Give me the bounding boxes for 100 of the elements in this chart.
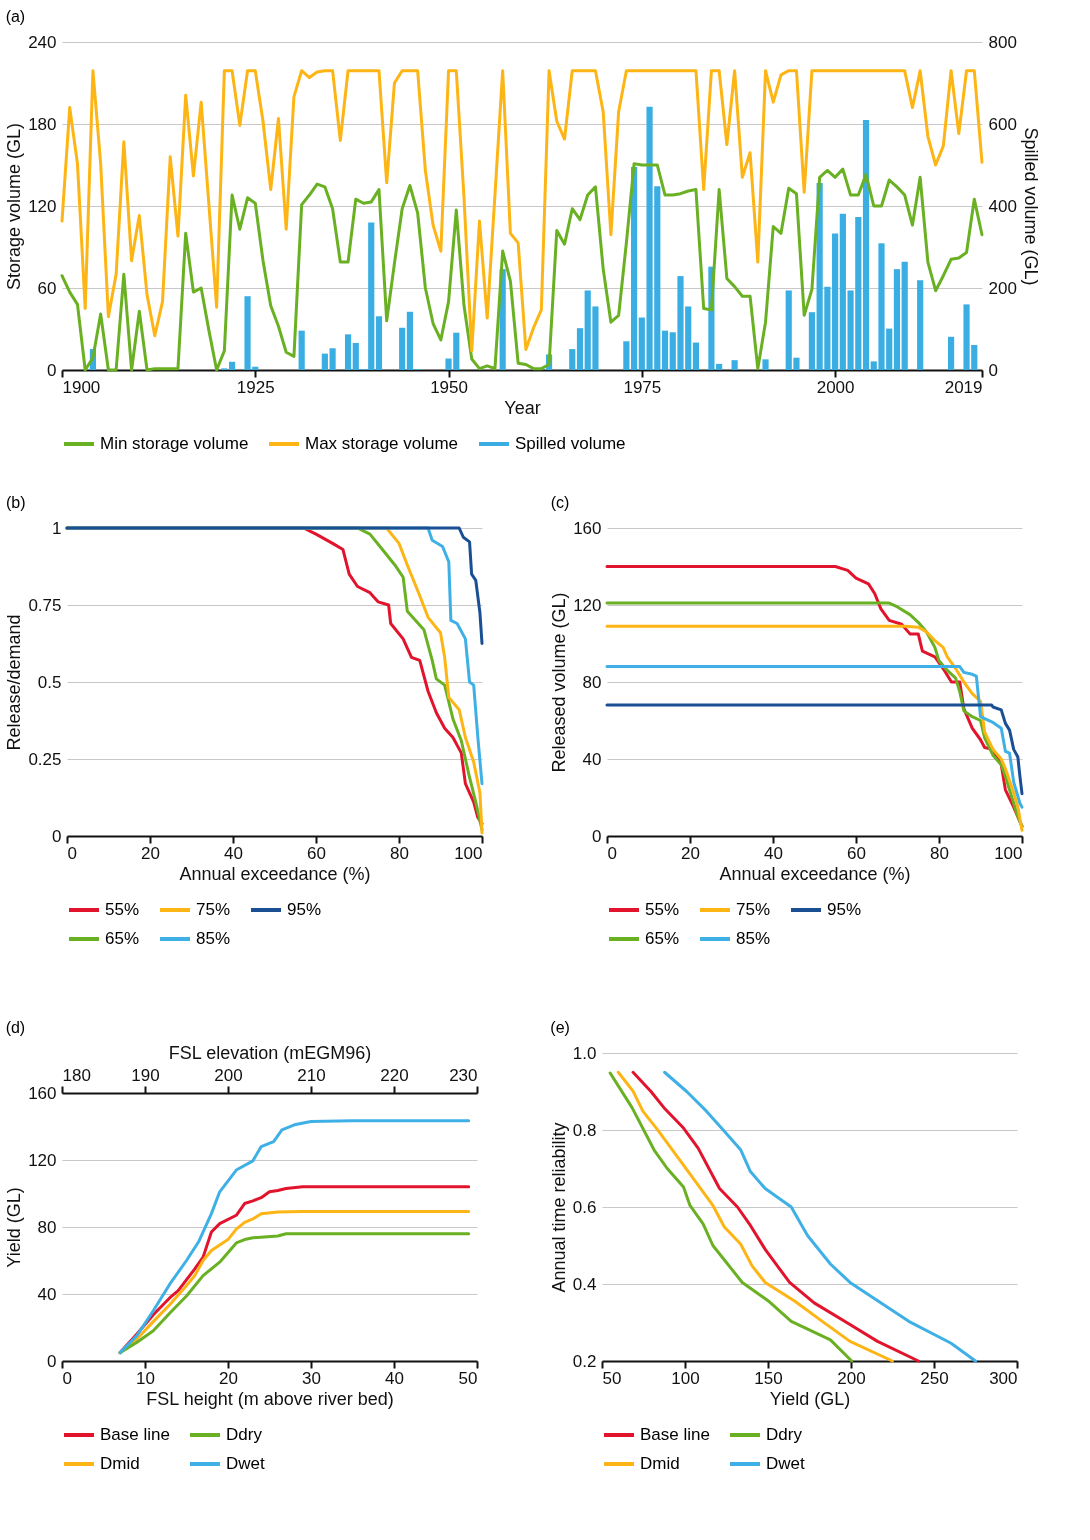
y-tick-label: 0.5 bbox=[37, 672, 62, 692]
legend-label: 75% bbox=[736, 900, 771, 919]
y2-tick-label: 400 bbox=[988, 196, 1017, 216]
y2-tick-label: 0 bbox=[988, 360, 998, 380]
legend-label: Base line bbox=[640, 1425, 710, 1444]
y-tick-label: 80 bbox=[582, 672, 602, 692]
chart-title: (d) bbox=[5, 1019, 26, 1036]
x-tick-label: 40 bbox=[224, 843, 243, 863]
y-tick-label: 40 bbox=[37, 1284, 57, 1304]
y-tick-label: 0.4 bbox=[572, 1274, 597, 1294]
x-tick-label: 20 bbox=[219, 1368, 238, 1388]
x-tick-label: 1900 bbox=[62, 377, 101, 397]
y-tick-label: 160 bbox=[573, 518, 602, 538]
x2-axis-title: FSL elevation (mEGM96) bbox=[168, 1042, 372, 1063]
x-tick-label: 1950 bbox=[430, 377, 468, 397]
x-tick-label: 200 bbox=[837, 1368, 866, 1388]
chart-title: (e) bbox=[550, 1019, 570, 1036]
y-tick-label: 0.6 bbox=[572, 1197, 597, 1217]
y-tick-label: 40 bbox=[582, 749, 602, 769]
x-axis-title: Annual exceedance (%) bbox=[179, 863, 371, 884]
y-tick-label: 120 bbox=[28, 196, 57, 216]
x-axis-title: FSL height (m above river bed) bbox=[146, 1388, 394, 1409]
y-axis-title: Release/demand bbox=[4, 614, 25, 751]
chart-title: (b) bbox=[5, 494, 26, 511]
x-tick-label: 20 bbox=[141, 843, 160, 863]
x-axis-title: Year bbox=[504, 397, 541, 418]
y-axis-title: Annual time reliability bbox=[548, 1122, 569, 1293]
legend-label: Spilled volume bbox=[515, 434, 626, 453]
x-tick-label: 50 bbox=[458, 1368, 478, 1388]
legend-label: 65% bbox=[105, 929, 140, 948]
x-axis-title: Yield (GL) bbox=[769, 1388, 851, 1409]
x2-tick-label: 230 bbox=[449, 1065, 478, 1085]
y-tick-label: 0 bbox=[47, 360, 57, 380]
x-tick-label: 30 bbox=[302, 1368, 321, 1388]
y2-tick-label: 800 bbox=[988, 32, 1017, 52]
x-axis-title: Annual exceedance (%) bbox=[719, 863, 911, 884]
x-tick-label: 0 bbox=[67, 843, 77, 863]
y-tick-label: 240 bbox=[28, 32, 57, 52]
y-tick-label: 0 bbox=[52, 826, 62, 846]
x2-tick-label: 190 bbox=[131, 1065, 160, 1085]
legend-label: Ddry bbox=[766, 1425, 803, 1444]
x2-tick-label: 200 bbox=[214, 1065, 243, 1085]
y-tick-label: 0 bbox=[592, 826, 602, 846]
y-tick-label: 180 bbox=[28, 114, 57, 134]
x-tick-label: 100 bbox=[994, 843, 1023, 863]
x-tick-label: 50 bbox=[602, 1368, 622, 1388]
x-tick-label: 20 bbox=[681, 843, 700, 863]
y2-tick-label: 600 bbox=[988, 114, 1017, 134]
legend-label: Dwet bbox=[766, 1454, 806, 1473]
x-tick-label: 80 bbox=[930, 843, 949, 863]
y-tick-label: 1.0 bbox=[572, 1043, 597, 1063]
legend-label: 85% bbox=[196, 929, 231, 948]
x-tick-label: 1975 bbox=[623, 377, 662, 397]
legend-label: 55% bbox=[645, 900, 680, 919]
chart-title: (a) bbox=[5, 8, 26, 25]
legend-label: 65% bbox=[645, 929, 680, 948]
legend-label: 75% bbox=[196, 900, 231, 919]
x-tick-label: 300 bbox=[989, 1368, 1018, 1388]
x-tick-label: 1925 bbox=[236, 377, 275, 397]
y2-axis-title: Spilled volume (GL) bbox=[1020, 127, 1041, 286]
y-axis-title: Storage volume (GL) bbox=[4, 122, 25, 291]
legend-label: Dmid bbox=[100, 1454, 140, 1473]
x-tick-label: 40 bbox=[764, 843, 783, 863]
x-tick-label: 2000 bbox=[816, 377, 855, 397]
x-tick-label: 0 bbox=[607, 843, 617, 863]
y-tick-label: 80 bbox=[37, 1217, 57, 1237]
chart-title: (c) bbox=[550, 494, 570, 511]
y-tick-label: 0.75 bbox=[28, 595, 62, 615]
x-tick-label: 100 bbox=[454, 843, 483, 863]
y-axis-title: Yield (GL) bbox=[4, 1187, 25, 1268]
y-tick-label: 0.25 bbox=[28, 749, 62, 769]
x-tick-label: 250 bbox=[920, 1368, 949, 1388]
y2-tick-label: 200 bbox=[988, 278, 1017, 298]
legend-label: 85% bbox=[736, 929, 771, 948]
legend-label: 95% bbox=[827, 900, 862, 919]
legend-label: Dwet bbox=[226, 1454, 266, 1473]
x-tick-label: 150 bbox=[754, 1368, 783, 1388]
x-tick-label: 80 bbox=[390, 843, 409, 863]
x-tick-label: 40 bbox=[385, 1368, 404, 1388]
legend-label: Dmid bbox=[640, 1454, 680, 1473]
x-tick-label: 60 bbox=[307, 843, 326, 863]
x2-tick-label: 220 bbox=[380, 1065, 409, 1085]
x-tick-label: 10 bbox=[136, 1368, 155, 1388]
y-tick-label: 0 bbox=[47, 1351, 57, 1371]
y-tick-label: 0.2 bbox=[572, 1351, 597, 1371]
legend-label: Max storage volume bbox=[305, 434, 459, 453]
legend-label: Ddry bbox=[226, 1425, 263, 1444]
legend-label: 55% bbox=[105, 900, 140, 919]
y-tick-label: 1 bbox=[52, 518, 62, 538]
x-tick-label: 60 bbox=[847, 843, 866, 863]
y-tick-label: 60 bbox=[37, 278, 57, 298]
y-tick-label: 160 bbox=[28, 1083, 57, 1103]
legend-label: Min storage volume bbox=[100, 434, 249, 453]
x-tick-label: 2019 bbox=[944, 377, 983, 397]
y-tick-label: 0.8 bbox=[572, 1120, 597, 1140]
y-tick-label: 120 bbox=[28, 1150, 57, 1170]
y-tick-label: 120 bbox=[573, 595, 602, 615]
y-axis-title: Released volume (GL) bbox=[549, 592, 570, 773]
x-tick-label: 100 bbox=[671, 1368, 700, 1388]
legend-label: 95% bbox=[287, 900, 322, 919]
